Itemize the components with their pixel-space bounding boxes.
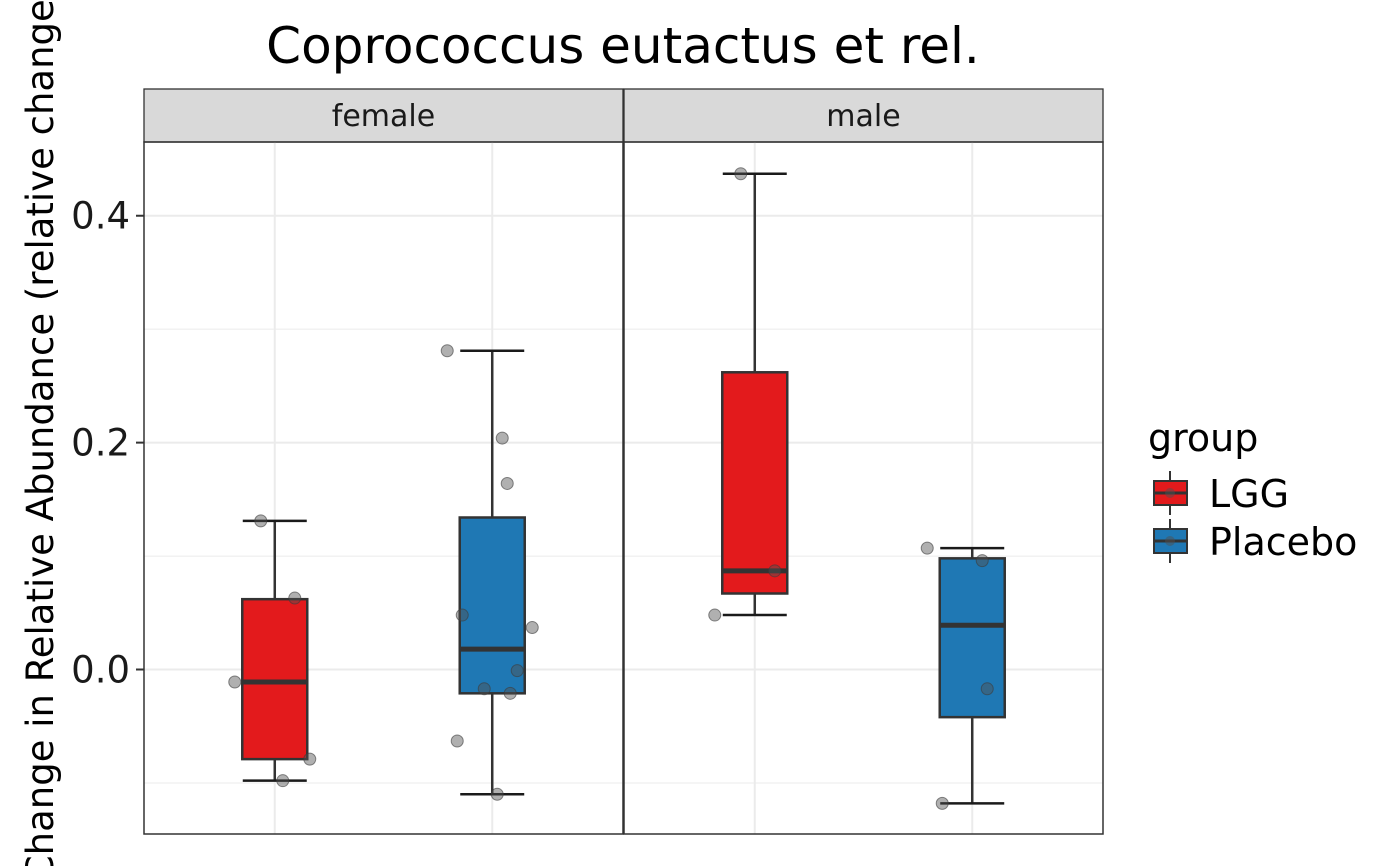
- legend-title: group: [1148, 416, 1258, 460]
- data-point: [510, 664, 524, 678]
- data-point: [920, 541, 934, 555]
- facet-panel-male: male: [623, 88, 1104, 835]
- facet-label: male: [826, 99, 900, 134]
- data-point: [495, 431, 509, 445]
- box-male-Placebo: [920, 541, 1006, 810]
- data-point: [450, 734, 464, 748]
- panel-border: [143, 141, 624, 835]
- facet-panel-female: female: [143, 88, 624, 835]
- box-male-LGG: [708, 167, 789, 622]
- data-point: [980, 682, 994, 696]
- box-female-Placebo: [440, 344, 539, 801]
- data-point: [303, 752, 317, 766]
- y-tick-label: 0.0: [71, 649, 130, 692]
- data-point: [708, 608, 722, 622]
- legend-key-point: [1165, 536, 1175, 546]
- data-point: [503, 686, 517, 700]
- box-iqr: [938, 557, 1006, 719]
- data-point: [500, 476, 514, 490]
- data-point: [455, 608, 469, 622]
- box-iqr: [241, 597, 309, 761]
- data-point: [276, 774, 290, 788]
- data-point: [288, 591, 302, 605]
- facet-strip: [143, 88, 624, 143]
- data-point: [440, 344, 454, 358]
- facet-strip: [623, 88, 1104, 143]
- data-point: [734, 167, 748, 181]
- y-axis: 0.0 0.2 0.4: [71, 195, 144, 692]
- data-point: [477, 682, 491, 696]
- data-point: [228, 675, 242, 689]
- facet-panels: female male: [143, 88, 1104, 835]
- y-tick-label: 0.2: [71, 422, 130, 465]
- legend-key-LGG: [1153, 471, 1188, 515]
- y-axis-label: Change in Relative Abundance (relative c…: [19, 0, 62, 866]
- legend-key-point: [1165, 488, 1175, 498]
- data-point: [490, 787, 504, 801]
- data-point: [768, 564, 782, 578]
- legend-key-Placebo: [1153, 519, 1188, 563]
- legend-label: Placebo: [1209, 520, 1357, 564]
- panel-border: [623, 141, 1104, 835]
- chart-title: Coprococcus eutactus et rel.: [266, 17, 980, 75]
- y-tick-label: 0.4: [71, 195, 130, 238]
- box-female-LGG: [228, 514, 317, 788]
- data-point: [935, 796, 949, 810]
- legend-label: LGG: [1209, 472, 1289, 516]
- data-point: [975, 554, 989, 568]
- box-iqr: [458, 516, 526, 695]
- facet-label: female: [332, 99, 435, 134]
- box-iqr: [721, 371, 789, 595]
- data-point: [525, 621, 539, 635]
- data-point: [254, 514, 268, 528]
